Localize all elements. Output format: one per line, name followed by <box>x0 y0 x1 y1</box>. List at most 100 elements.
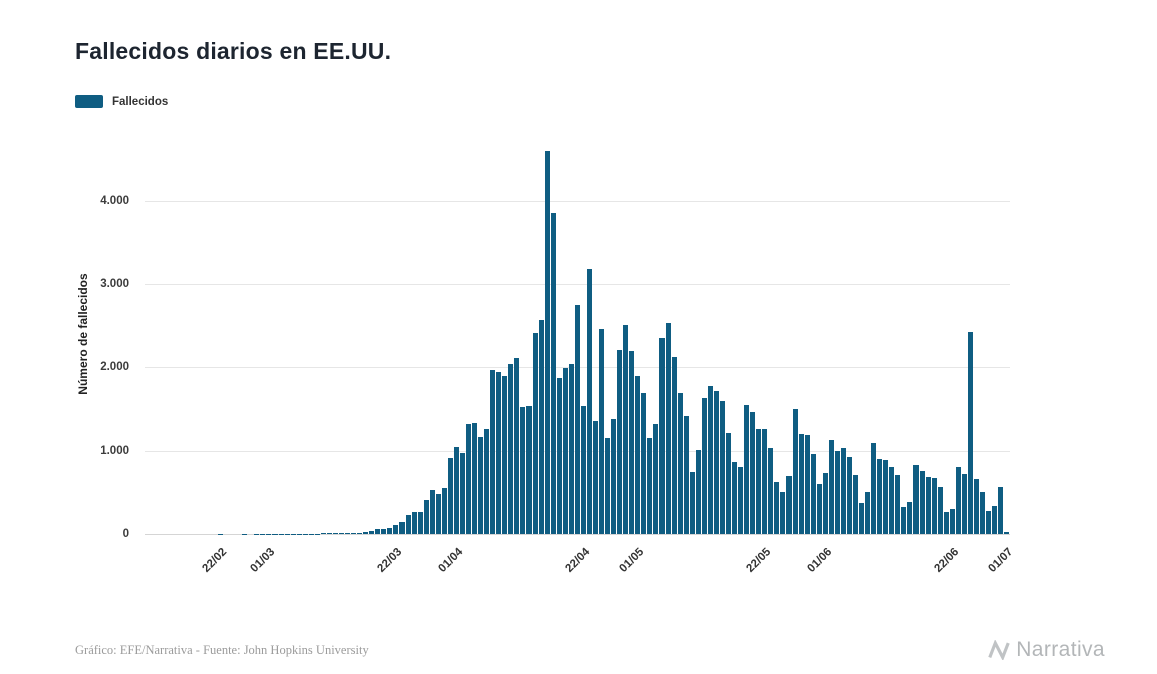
bar-07/05[interactable] <box>671 356 677 534</box>
bar-31/03[interactable] <box>447 458 453 534</box>
bar-14/05[interactable] <box>713 391 719 534</box>
bar-23/05[interactable] <box>768 447 774 534</box>
bar-18/05[interactable] <box>738 466 744 534</box>
bar-17/05[interactable] <box>732 461 738 534</box>
bar-24/04[interactable] <box>592 421 599 534</box>
bar-16/06[interactable] <box>913 464 919 534</box>
bar-29/05[interactable] <box>804 434 810 534</box>
bar-24/05[interactable] <box>774 482 780 534</box>
bar-20/03[interactable] <box>381 528 387 534</box>
bar-20/04[interactable] <box>568 363 574 534</box>
bar-30/05[interactable] <box>810 454 816 534</box>
bar-21/03[interactable] <box>387 528 393 534</box>
bar-13/06[interactable] <box>895 474 901 534</box>
bar-08/05[interactable] <box>677 393 683 534</box>
bar-30/06[interactable] <box>998 487 1004 534</box>
bar-23/04[interactable] <box>586 269 592 534</box>
bar-12/04[interactable] <box>520 406 526 534</box>
bar-06/05[interactable] <box>665 323 671 534</box>
bar-05/05[interactable] <box>659 338 665 534</box>
bar-21/04[interactable] <box>574 304 580 534</box>
bar-22/05[interactable] <box>762 429 768 534</box>
bar-16/03[interactable] <box>357 532 363 534</box>
bar-17/03[interactable] <box>363 531 369 534</box>
bar-15/04[interactable] <box>538 319 544 534</box>
bar-30/04[interactable] <box>629 350 635 534</box>
bar-14/06[interactable] <box>901 506 907 534</box>
bar-28/04[interactable] <box>617 350 623 534</box>
bar-02/06[interactable] <box>828 439 834 534</box>
bar-30/03[interactable] <box>441 487 447 534</box>
bar-11/06[interactable] <box>883 459 889 534</box>
bar-20/06[interactable] <box>937 486 943 534</box>
bar-22/06[interactable] <box>949 509 955 534</box>
bar-11/04[interactable] <box>514 358 520 534</box>
bar-15/03[interactable] <box>351 533 357 534</box>
bar-11/03[interactable] <box>326 533 332 534</box>
bar-12/06[interactable] <box>889 467 895 534</box>
bar-14/03[interactable] <box>345 533 351 534</box>
bar-27/06[interactable] <box>979 491 986 534</box>
bar-10/04[interactable] <box>508 364 514 534</box>
bar-22/03[interactable] <box>393 524 399 534</box>
bar-14/04[interactable] <box>532 333 538 534</box>
bar-10/05[interactable] <box>689 471 695 534</box>
bar-19/05[interactable] <box>744 404 750 534</box>
bar-15/06[interactable] <box>907 502 913 534</box>
bar-01/04[interactable] <box>453 446 459 534</box>
bar-03/06[interactable] <box>834 451 840 534</box>
bar-31/05[interactable] <box>816 483 822 534</box>
bar-07/04[interactable] <box>490 369 496 534</box>
bar-09/05[interactable] <box>683 415 689 534</box>
bar-28/06[interactable] <box>986 511 992 534</box>
bar-25/03[interactable] <box>411 511 417 534</box>
bar-08/04[interactable] <box>496 372 502 534</box>
bar-18/04[interactable] <box>556 378 562 534</box>
bar-19/06[interactable] <box>931 478 937 534</box>
bar-26/06[interactable] <box>973 479 979 534</box>
bar-17/06[interactable] <box>919 470 925 534</box>
bar-21/06[interactable] <box>943 511 949 534</box>
bar-17/04[interactable] <box>550 212 556 534</box>
bar-29/03[interactable] <box>435 493 441 534</box>
bar-23/03[interactable] <box>399 522 405 534</box>
bar-19/03[interactable] <box>375 529 381 534</box>
bar-26/05[interactable] <box>786 476 792 534</box>
bar-12/03[interactable] <box>332 533 338 534</box>
bar-22/04[interactable] <box>580 405 586 534</box>
bar-10/03[interactable] <box>320 533 326 534</box>
bar-23/06[interactable] <box>955 467 961 534</box>
bar-03/04[interactable] <box>465 423 472 534</box>
bar-29/06[interactable] <box>992 506 998 534</box>
bar-25/06[interactable] <box>967 331 973 534</box>
bar-29/04[interactable] <box>623 324 629 534</box>
bar-05/06[interactable] <box>846 457 852 534</box>
bar-19/04[interactable] <box>562 367 568 534</box>
bar-27/05[interactable] <box>792 408 798 534</box>
bar-02/05[interactable] <box>641 393 647 534</box>
bar-01/07[interactable] <box>1004 531 1010 534</box>
bar-13/05[interactable] <box>707 386 713 534</box>
bar-28/05[interactable] <box>798 434 804 534</box>
bar-13/04[interactable] <box>526 406 532 534</box>
bar-26/03[interactable] <box>417 511 423 534</box>
bar-21/05[interactable] <box>756 428 762 534</box>
bar-01/06[interactable] <box>822 473 828 534</box>
bar-04/05[interactable] <box>653 423 659 534</box>
bar-20/05[interactable] <box>750 412 756 534</box>
bar-24/03[interactable] <box>405 515 411 534</box>
bar-11/05[interactable] <box>695 450 701 534</box>
bar-04/06[interactable] <box>840 447 846 534</box>
bar-15/05[interactable] <box>719 401 725 534</box>
bar-12/05[interactable] <box>701 398 707 534</box>
bar-09/06[interactable] <box>871 442 877 534</box>
bar-06/06[interactable] <box>852 474 859 534</box>
bar-27/04[interactable] <box>611 418 617 534</box>
bar-08/06[interactable] <box>865 492 871 534</box>
bar-18/06[interactable] <box>925 476 931 534</box>
bar-25/05[interactable] <box>780 491 786 534</box>
bar-02/04[interactable] <box>459 453 465 534</box>
bar-16/05[interactable] <box>726 432 732 534</box>
bar-18/03[interactable] <box>369 530 375 534</box>
bar-27/03[interactable] <box>423 499 429 534</box>
